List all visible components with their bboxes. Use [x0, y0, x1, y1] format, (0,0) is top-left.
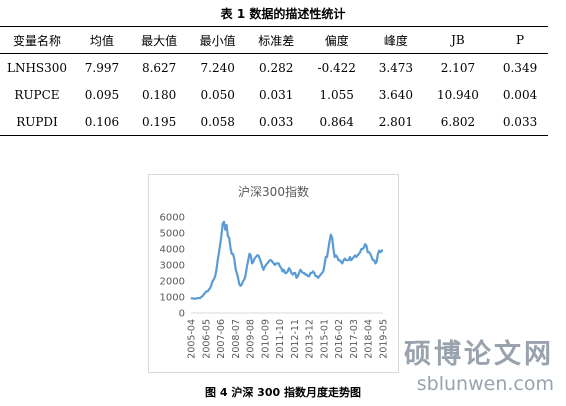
table-cell: 0.106: [74, 108, 130, 136]
header-cell: 峰度: [367, 26, 424, 54]
table-row: RUPCE 0.095 0.180 0.050 0.031 1.055 3.64…: [0, 81, 548, 108]
table-row: LNHS300 7.997 8.627 7.240 0.282 -0.422 3…: [0, 54, 548, 82]
table-cell: 1.055: [319, 87, 354, 102]
header-cell: JB: [423, 26, 493, 54]
table-cell: RUPDI: [0, 108, 74, 136]
y-tick-label: 3000: [160, 261, 185, 272]
x-tick-label: 2013-12: [305, 319, 316, 359]
header-cell: 最小值: [188, 26, 247, 54]
y-tick-label: 4000: [160, 245, 185, 256]
watermark-logo-text: 硕博论文网: [404, 339, 554, 370]
header-cell: P: [492, 26, 548, 54]
x-tick-label: 2007-06: [216, 319, 227, 359]
table-cell: 0.050: [200, 87, 235, 102]
y-tick-label: 1000: [160, 293, 185, 304]
watermark-url: sblunwen.com: [416, 373, 554, 395]
x-tick-label: 2008-07: [231, 319, 242, 359]
index-chart: 沪深300指数 0 1000 2000 3000 4000 5000 6000 2005-04…: [148, 174, 399, 373]
chart-title: 沪深300指数: [238, 184, 309, 199]
table-cell: 0.180: [141, 87, 177, 102]
table-cell: 0.031: [259, 87, 294, 102]
table-cell: 3.640: [378, 87, 414, 102]
y-tick-label: 0: [179, 309, 185, 320]
table-cell: 7.997: [84, 60, 120, 75]
table-cell: 0.033: [246, 108, 306, 136]
header-cell: 标准差: [246, 26, 306, 54]
table-cell: RUPCE: [14, 87, 60, 102]
table-cell: 0.004: [502, 87, 538, 102]
header-cell: 偏度: [305, 26, 368, 54]
table-cell: -0.422: [317, 60, 356, 75]
x-tick-label: 2018-04: [364, 319, 375, 359]
x-tick-label: 2016-02: [334, 319, 345, 359]
table-cell: 0.195: [129, 108, 189, 136]
table-cell: 10.940: [436, 87, 479, 102]
table-header-row: 变量名称 均值 最大值 最小值 标准差 偏度 峰度 JB P: [0, 26, 548, 54]
descriptive-statistics-table: 变量名称 均值 最大值 最小值 标准差 偏度 峰度 JB P LNHS300 7…: [0, 26, 548, 136]
header-cell: 均值: [74, 26, 130, 54]
table-cell: 0.095: [84, 87, 120, 102]
table-cell: 3.473: [378, 60, 414, 75]
x-tick-label: 2015-01: [319, 319, 330, 359]
table-cell: 0.058: [188, 108, 247, 136]
table-cell: 2.801: [367, 108, 424, 136]
table-cell: 0.033: [492, 108, 548, 136]
x-tick-label: 2017-03: [349, 319, 360, 359]
x-tick-label: 2010-09: [260, 319, 271, 359]
table-cell: 8.627: [141, 60, 177, 75]
y-tick-label: 5000: [160, 229, 185, 240]
figure-caption: 图 4 沪深 300 指数月度走势图: [205, 386, 361, 399]
x-tick-label: 2012-11: [290, 319, 301, 359]
site-watermark: 硕博论文网 sblunwen.com: [384, 332, 554, 395]
series-line-0: [190, 220, 383, 301]
y-tick-label: 2000: [160, 277, 185, 288]
y-tick-label: 6000: [160, 213, 185, 224]
header-cell: 最大值: [129, 26, 189, 54]
table-cell: 0.864: [305, 108, 368, 136]
table-cell: 0.282: [259, 60, 294, 75]
x-tick-label: 2005-04: [187, 319, 198, 359]
x-tick-label: 2009-08: [246, 319, 257, 359]
table-title: 表 1 数据的描述性统计: [220, 7, 346, 21]
table-cell: 7.240: [200, 60, 235, 75]
x-tick-label: 2011-10: [275, 319, 286, 359]
x-tick-label: 2006-05: [201, 319, 212, 359]
header-cell: 变量名称: [0, 26, 74, 54]
table-cell: LNHS300: [6, 60, 68, 75]
table-cell: 0.349: [502, 60, 538, 75]
table-cell: 2.107: [440, 60, 476, 75]
table-cell: 6.802: [423, 108, 493, 136]
x-tick-label: 2019-05: [379, 319, 390, 359]
table-row: RUPDI 0.106 0.195 0.058 0.033 0.864 2.80…: [0, 108, 548, 136]
line-chart-svg: 沪深300指数 0 1000 2000 3000 4000 5000 6000 2005-04…: [160, 184, 390, 359]
